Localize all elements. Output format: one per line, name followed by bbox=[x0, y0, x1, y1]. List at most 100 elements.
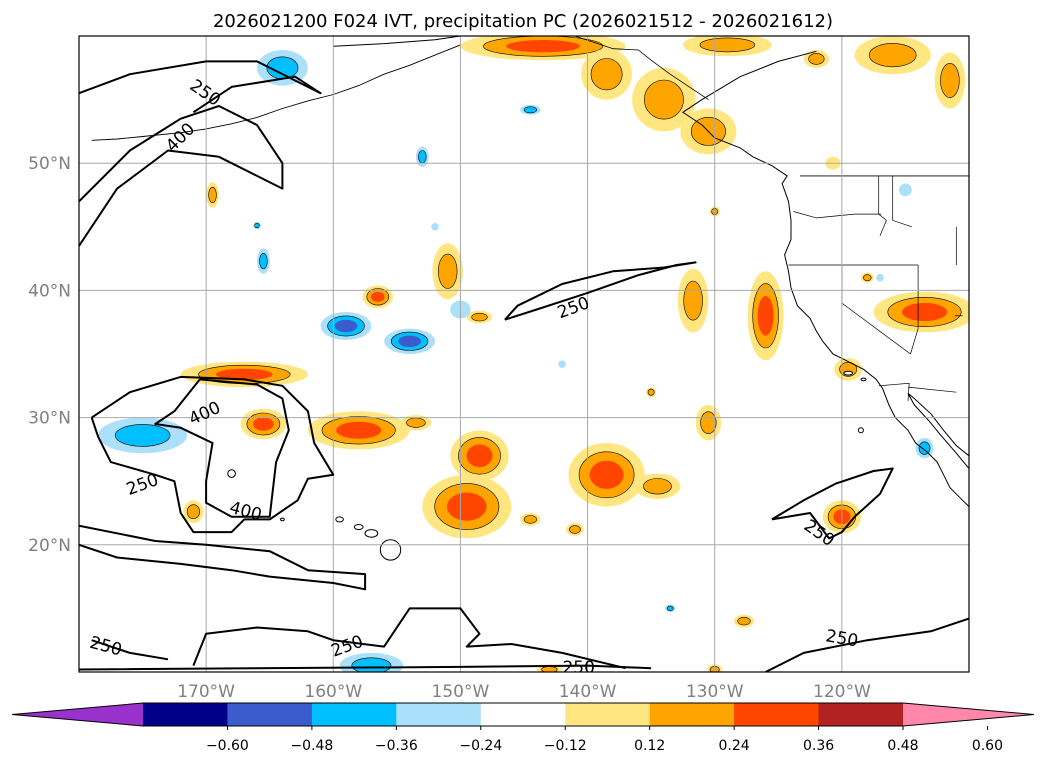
precip-pc-region bbox=[253, 417, 274, 431]
colorbar-tick-label: −0.60 bbox=[206, 738, 249, 754]
precip-pc-region bbox=[644, 79, 684, 120]
precip-pc-region bbox=[899, 183, 912, 197]
ivt-contour-250 bbox=[79, 664, 652, 671]
alaska-canada-border bbox=[574, 36, 709, 100]
ivt-contour-250 bbox=[504, 261, 697, 321]
precip-pc-region bbox=[757, 296, 774, 336]
latitude-tick-labels: 50°N 40°N 30°N 20°N bbox=[28, 154, 71, 556]
precip-pc-region bbox=[523, 106, 538, 114]
colorbar-segment bbox=[480, 703, 566, 726]
precip-pc-region bbox=[863, 274, 872, 282]
colorbar-segment bbox=[143, 703, 228, 726]
precip-pc-region bbox=[336, 421, 382, 439]
precip-pc-region bbox=[471, 312, 488, 322]
longitude-tick-label: 150°W bbox=[432, 682, 490, 702]
colorbar-tick-label: −0.48 bbox=[290, 738, 333, 754]
ivt-contours bbox=[79, 60, 969, 672]
precip-pc-region bbox=[406, 417, 426, 428]
colorbar-segment bbox=[734, 703, 819, 726]
precip-pc-region bbox=[216, 368, 273, 381]
map-frame bbox=[78, 35, 970, 673]
latitude-tick-label: 40°N bbox=[28, 281, 71, 301]
precip-pc-region bbox=[700, 411, 717, 435]
alaska-coastline bbox=[333, 36, 461, 47]
precip-pc-region bbox=[868, 43, 917, 68]
ivt-contour-250 bbox=[91, 639, 169, 661]
precip-pc-region bbox=[186, 504, 200, 520]
precip-pc-region bbox=[876, 273, 884, 282]
precip-pc-region bbox=[259, 253, 268, 270]
ivt-contour-250 bbox=[90, 375, 335, 534]
precip-pc-region bbox=[737, 616, 751, 626]
colorbar-tick-label: −0.36 bbox=[375, 738, 418, 754]
precip-pc-region bbox=[940, 62, 960, 99]
colorbar-extend-low bbox=[12, 703, 143, 726]
longitude-tick-label: 130°W bbox=[686, 682, 744, 702]
state-border bbox=[878, 175, 887, 236]
longitude-tick-label: 170°W bbox=[177, 682, 235, 702]
precip-pc-region bbox=[351, 657, 392, 672]
state-border bbox=[910, 265, 919, 355]
precip-pc-region bbox=[683, 280, 703, 321]
ivt-contour-250 bbox=[79, 60, 322, 114]
colorbar-tick-label: 0.24 bbox=[719, 738, 750, 754]
precip-pc-region bbox=[647, 388, 655, 396]
precip-pc-region bbox=[699, 37, 756, 53]
precip-pc-region bbox=[589, 460, 624, 489]
precip-pc-region bbox=[643, 478, 672, 495]
colorbar-segment bbox=[227, 703, 313, 726]
colorbar-outline bbox=[11, 702, 1035, 727]
state-border bbox=[793, 211, 882, 219]
colorbar-tick-label: −0.24 bbox=[459, 738, 502, 754]
precip-pc-region bbox=[808, 53, 825, 65]
island bbox=[280, 517, 285, 522]
precip-pc-region bbox=[558, 360, 566, 369]
precip-pc-region bbox=[418, 150, 427, 164]
colorbar-segment bbox=[818, 703, 904, 726]
colorbar-tick-label: 0.60 bbox=[972, 738, 1003, 754]
ivt-contour-250 bbox=[79, 524, 367, 591]
chart-title: 2026021200 F024 IVT, precipitation PC (2… bbox=[213, 11, 833, 32]
precip-pc-region bbox=[447, 492, 487, 521]
colorbar-tick-label: 0.36 bbox=[803, 738, 834, 754]
colorbar bbox=[11, 702, 1035, 727]
island bbox=[353, 524, 364, 530]
latitude-tick-label: 30°N bbox=[28, 409, 71, 429]
state-border bbox=[907, 386, 957, 393]
precip-pc-region bbox=[569, 525, 581, 534]
colorbar-segment bbox=[565, 703, 651, 726]
island bbox=[227, 469, 236, 478]
precip-pc-region bbox=[371, 291, 385, 302]
island bbox=[843, 370, 854, 376]
longitude-tick-label: 140°W bbox=[559, 682, 617, 702]
colorbar-tick-label: 0.48 bbox=[887, 738, 918, 754]
graticule bbox=[79, 36, 969, 672]
colorbar-segment bbox=[311, 703, 397, 726]
precip-pc-region bbox=[523, 515, 538, 524]
state-border bbox=[878, 382, 910, 402]
longitude-tick-label: 160°W bbox=[304, 682, 362, 702]
ivt-contour-250 bbox=[192, 607, 626, 670]
precip-pc-region bbox=[398, 335, 421, 347]
island bbox=[857, 427, 864, 434]
ivt-contour-400 bbox=[154, 378, 290, 518]
island bbox=[860, 377, 867, 382]
precip-pc-region bbox=[334, 319, 358, 333]
precip-pc-region bbox=[666, 605, 674, 612]
colorbar-tick-label: −0.12 bbox=[544, 738, 587, 754]
map-background bbox=[79, 36, 969, 672]
precip-pc-region bbox=[466, 444, 493, 468]
precip-pc-region bbox=[438, 253, 458, 289]
precip-pc-region bbox=[590, 58, 623, 91]
colorbar-extend-high bbox=[903, 703, 1034, 726]
precip-pc-region bbox=[901, 303, 948, 321]
ivt-contour-label: 250 bbox=[562, 658, 594, 678]
longitude-tick-labels: 170°W 160°W 150°W 140°W 130°W 120°W bbox=[177, 682, 871, 702]
colorbar-segment bbox=[396, 703, 482, 726]
gulf-of-california-coastline bbox=[907, 393, 969, 469]
precip-pc-region bbox=[506, 40, 580, 53]
precip-pc-region bbox=[114, 424, 171, 447]
latitude-tick-label: 20°N bbox=[28, 536, 71, 556]
state-border bbox=[892, 175, 912, 228]
